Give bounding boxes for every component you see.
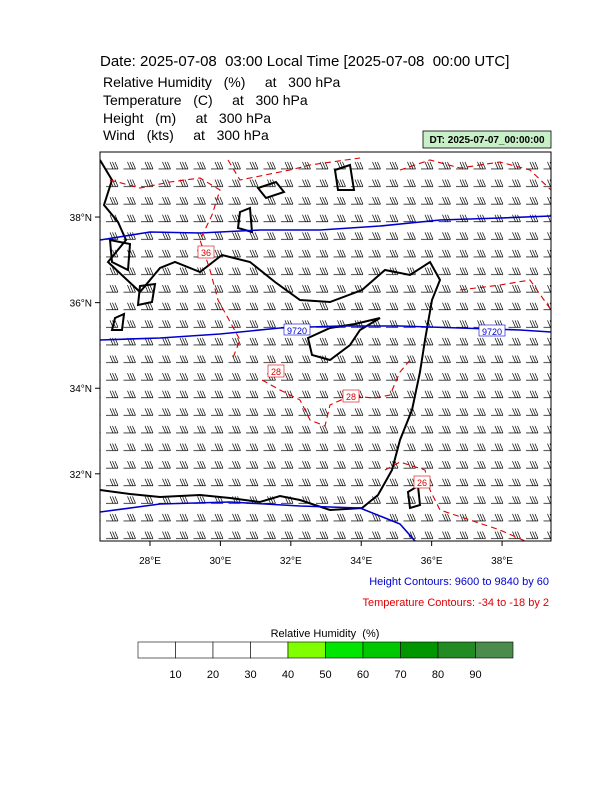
colorbar-tick-label: 30 bbox=[244, 669, 256, 681]
colorbar-tick-label: 60 bbox=[357, 669, 369, 681]
x-tick-label: 30°E bbox=[210, 556, 232, 567]
dt-label: DT: 2025-07-07_00:00:00 bbox=[429, 135, 545, 146]
colorbar-box bbox=[325, 641, 364, 659]
colorbar-tick-label: 20 bbox=[207, 669, 219, 681]
temperature-contour bbox=[109, 157, 551, 541]
contour-label-box bbox=[413, 475, 431, 489]
dt-box bbox=[422, 130, 552, 149]
height-note: Height Contours: 9600 to 9840 by 60 bbox=[369, 576, 549, 588]
colorbar-tick-label: 10 bbox=[169, 669, 181, 681]
y-tick-label: 34°N bbox=[70, 384, 92, 395]
x-tick-label: 38°E bbox=[491, 556, 513, 567]
contour-labels: 9720 9720 36 28 28 26 bbox=[197, 245, 506, 489]
wind-barbs bbox=[100, 152, 551, 541]
temperature-contour-label: 28 bbox=[346, 392, 356, 402]
temperature-contour-label: 26 bbox=[417, 478, 427, 488]
map-area bbox=[100, 152, 551, 541]
colorbar-tick-label: 40 bbox=[282, 669, 294, 681]
colorbar-tick-label: 90 bbox=[469, 669, 481, 681]
temperature-contour-label: 28 bbox=[271, 367, 281, 377]
colorbar-box bbox=[475, 641, 514, 659]
temperature-contour-label: 36 bbox=[201, 248, 211, 258]
y-tick-label: 36°N bbox=[70, 299, 92, 310]
field-line: Temperature (C) at 300 hPa bbox=[103, 92, 308, 108]
contour-label-box bbox=[267, 364, 285, 378]
colorbar-box bbox=[287, 641, 326, 659]
x-tick-label: 34°E bbox=[350, 556, 372, 567]
map-frame bbox=[99, 151, 552, 542]
y-tick-label: 32°N bbox=[70, 470, 92, 481]
colorbar-tick-label: 70 bbox=[394, 669, 406, 681]
colorbar-box bbox=[250, 641, 289, 659]
colorbar-box bbox=[175, 641, 214, 659]
title: Date: 2025-07-08 03:00 Local Time [2025-… bbox=[100, 53, 509, 70]
x-tick-label: 32°E bbox=[280, 556, 302, 567]
x-tick-label: 36°E bbox=[421, 556, 443, 567]
field-line: Height (m) at 300 hPa bbox=[103, 110, 271, 126]
contour-label-box bbox=[283, 323, 311, 336]
y-tick-label: 38°N bbox=[70, 213, 92, 224]
temperature-note: Temperature Contours: -34 to -18 by 2 bbox=[363, 597, 549, 609]
contour-label-box bbox=[478, 324, 506, 337]
field-line: Wind (kts) at 300 hPa bbox=[103, 127, 269, 143]
height-contour-label: 9720 bbox=[287, 326, 307, 336]
colorbar-box bbox=[400, 641, 439, 659]
colorbar-title: Relative Humidity (%) bbox=[271, 628, 380, 640]
contour-label-box bbox=[197, 245, 215, 259]
colorbar-tick-label: 80 bbox=[432, 669, 444, 681]
colorbar-tick-label: 50 bbox=[319, 669, 331, 681]
height-contour-label: 9720 bbox=[482, 327, 502, 337]
field-line: Relative Humidity (%) at 300 hPa bbox=[103, 74, 341, 90]
colorbar-box bbox=[437, 641, 476, 659]
colorbar-box bbox=[212, 641, 251, 659]
x-tick-label: 28°E bbox=[139, 556, 161, 567]
contour-label-box bbox=[342, 389, 360, 403]
colorbar-box bbox=[362, 641, 401, 659]
colorbar-box bbox=[137, 641, 176, 659]
